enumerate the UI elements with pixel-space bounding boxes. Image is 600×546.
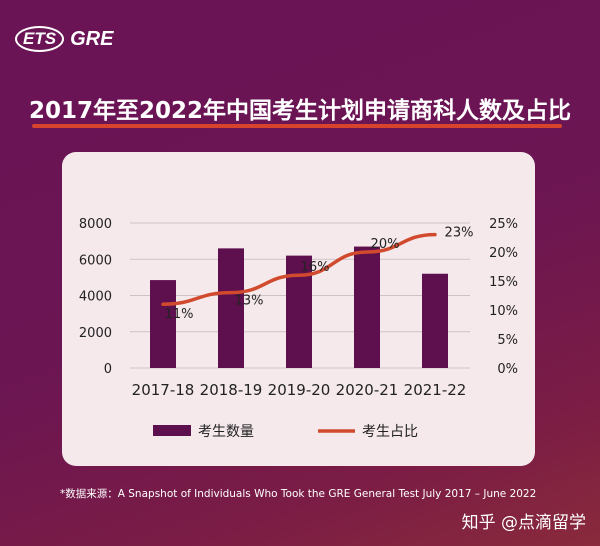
gre-logo: GRE bbox=[70, 27, 114, 50]
page-title: 2017年至2022年中国考生计划申请商科人数及占比 bbox=[28, 98, 572, 124]
ets-gre-logo: ETS GRE bbox=[15, 26, 113, 52]
x-tick-label: 2019-20 bbox=[268, 381, 331, 399]
left-tick-label: 4000 bbox=[79, 290, 112, 305]
bar bbox=[354, 246, 380, 368]
legend-line-label: 考生占比 bbox=[362, 424, 418, 440]
data-label: 13% bbox=[235, 294, 264, 309]
right-tick-label: 15% bbox=[489, 275, 518, 290]
left-tick-label: 8000 bbox=[79, 217, 112, 232]
bar bbox=[422, 273, 448, 368]
x-tick-label: 2021-22 bbox=[404, 381, 467, 399]
x-tick-label: 2017-18 bbox=[132, 381, 195, 399]
legend-bar-swatch bbox=[153, 425, 191, 436]
left-tick-label: 2000 bbox=[79, 326, 112, 341]
bar bbox=[218, 248, 244, 368]
right-tick-label: 10% bbox=[489, 304, 518, 319]
data-label: 20% bbox=[371, 237, 400, 252]
right-tick-label: 5% bbox=[497, 333, 518, 348]
watermark: 知乎 @点滴留学 bbox=[461, 513, 586, 533]
data-label: 23% bbox=[445, 226, 474, 241]
x-tick-label: 2020-21 bbox=[336, 381, 399, 399]
data-label: 16% bbox=[301, 260, 330, 275]
bar bbox=[150, 280, 176, 368]
legend-bar-label: 考生数量 bbox=[198, 424, 254, 440]
right-tick-label: 20% bbox=[489, 246, 518, 261]
title-underline bbox=[32, 124, 562, 128]
ets-logo: ETS bbox=[15, 26, 65, 52]
footnote: *数据来源：A Snapshot of Individuals Who Took… bbox=[60, 488, 537, 500]
right-tick-label: 0% bbox=[497, 362, 518, 377]
right-tick-label: 25% bbox=[489, 217, 518, 232]
x-tick-label: 2018-19 bbox=[200, 381, 263, 399]
left-tick-label: 6000 bbox=[79, 253, 112, 268]
data-label: 11% bbox=[165, 307, 194, 322]
percentage-line bbox=[161, 232, 437, 306]
left-tick-label: 0 bbox=[104, 362, 112, 377]
